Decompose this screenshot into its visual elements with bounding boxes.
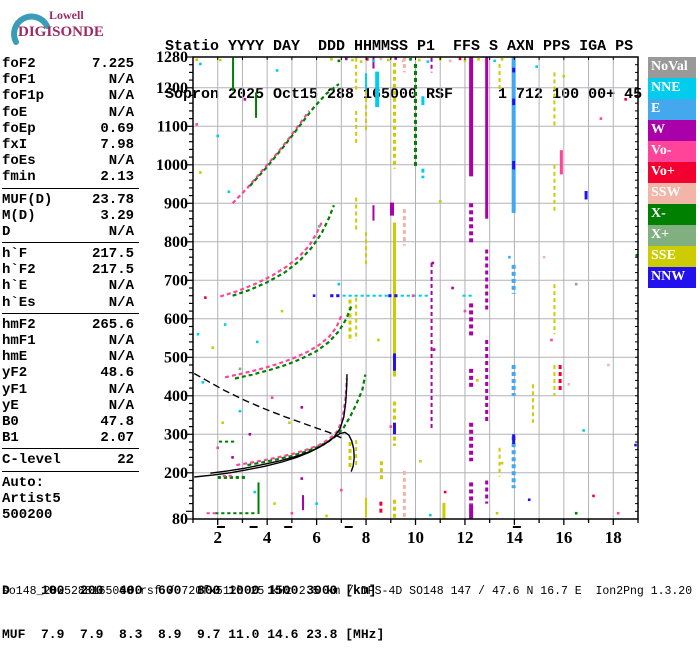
x-tick-label: 4 bbox=[263, 528, 272, 547]
legend-item-w: W bbox=[648, 120, 696, 141]
y-tick-label: 1200 bbox=[156, 80, 188, 97]
x-tick-label: 14 bbox=[506, 528, 524, 547]
legend-item-ssw: SSW bbox=[648, 183, 696, 204]
legend-item-vo: Vo- bbox=[648, 141, 696, 162]
y-tick-label: 500 bbox=[164, 349, 188, 366]
x-tick-label: 6 bbox=[312, 528, 321, 547]
legend-item-x: X+ bbox=[648, 225, 696, 246]
x-tick-label: 2 bbox=[213, 528, 222, 547]
trace bbox=[247, 375, 365, 466]
x-tick-label: 18 bbox=[605, 528, 622, 547]
y-tick-label: 400 bbox=[164, 388, 188, 405]
x-tick-label: 8 bbox=[362, 528, 371, 547]
legend-item-e: E bbox=[648, 99, 696, 120]
y-tick-label: 300 bbox=[164, 426, 188, 443]
y-tick-label: 900 bbox=[164, 195, 188, 212]
x-tick-label: 16 bbox=[555, 528, 572, 547]
y-tick-label: 600 bbox=[164, 311, 188, 328]
muf-table: D 100 200 400 600 800 1000 1500 3000 [km… bbox=[2, 555, 384, 657]
y-tick-label: 1000 bbox=[156, 157, 188, 174]
legend-item-nne: NNE bbox=[648, 78, 696, 99]
status-line: so148_2025288165000.rsf / 720fx512h 25 k… bbox=[2, 585, 692, 598]
transmission-curve bbox=[194, 374, 341, 438]
legend-item-nnw: NNW bbox=[648, 267, 696, 288]
y-tick-label: 80 bbox=[172, 511, 188, 528]
trace bbox=[233, 205, 334, 296]
legend-item-sse: SSE bbox=[648, 246, 696, 267]
plot-grid bbox=[193, 57, 638, 519]
trace bbox=[235, 307, 351, 379]
y-tick-label: 1280 bbox=[156, 49, 188, 66]
legend-item-noval: NoVal bbox=[648, 57, 696, 78]
legend-item-x: X- bbox=[648, 204, 696, 225]
trace bbox=[220, 223, 321, 297]
muf-row: MUF 7.9 7.9 8.3 8.9 9.7 11.0 14.6 23.8 [… bbox=[2, 628, 384, 643]
y-tick-label: 800 bbox=[164, 234, 188, 251]
legend-item-vo: Vo+ bbox=[648, 162, 696, 183]
trace bbox=[233, 111, 310, 203]
y-tick-label: 1100 bbox=[157, 118, 188, 135]
x-tick-label: 10 bbox=[407, 528, 424, 547]
ionogram-plot: 2 4 6 8 10 12 14 16 18 1280 1200 1100 1000 900 800 700 6… bbox=[0, 0, 700, 600]
y-tick-label: 200 bbox=[164, 465, 188, 482]
x-tick-label: 12 bbox=[456, 528, 473, 547]
y-tick-label: 700 bbox=[164, 272, 188, 289]
